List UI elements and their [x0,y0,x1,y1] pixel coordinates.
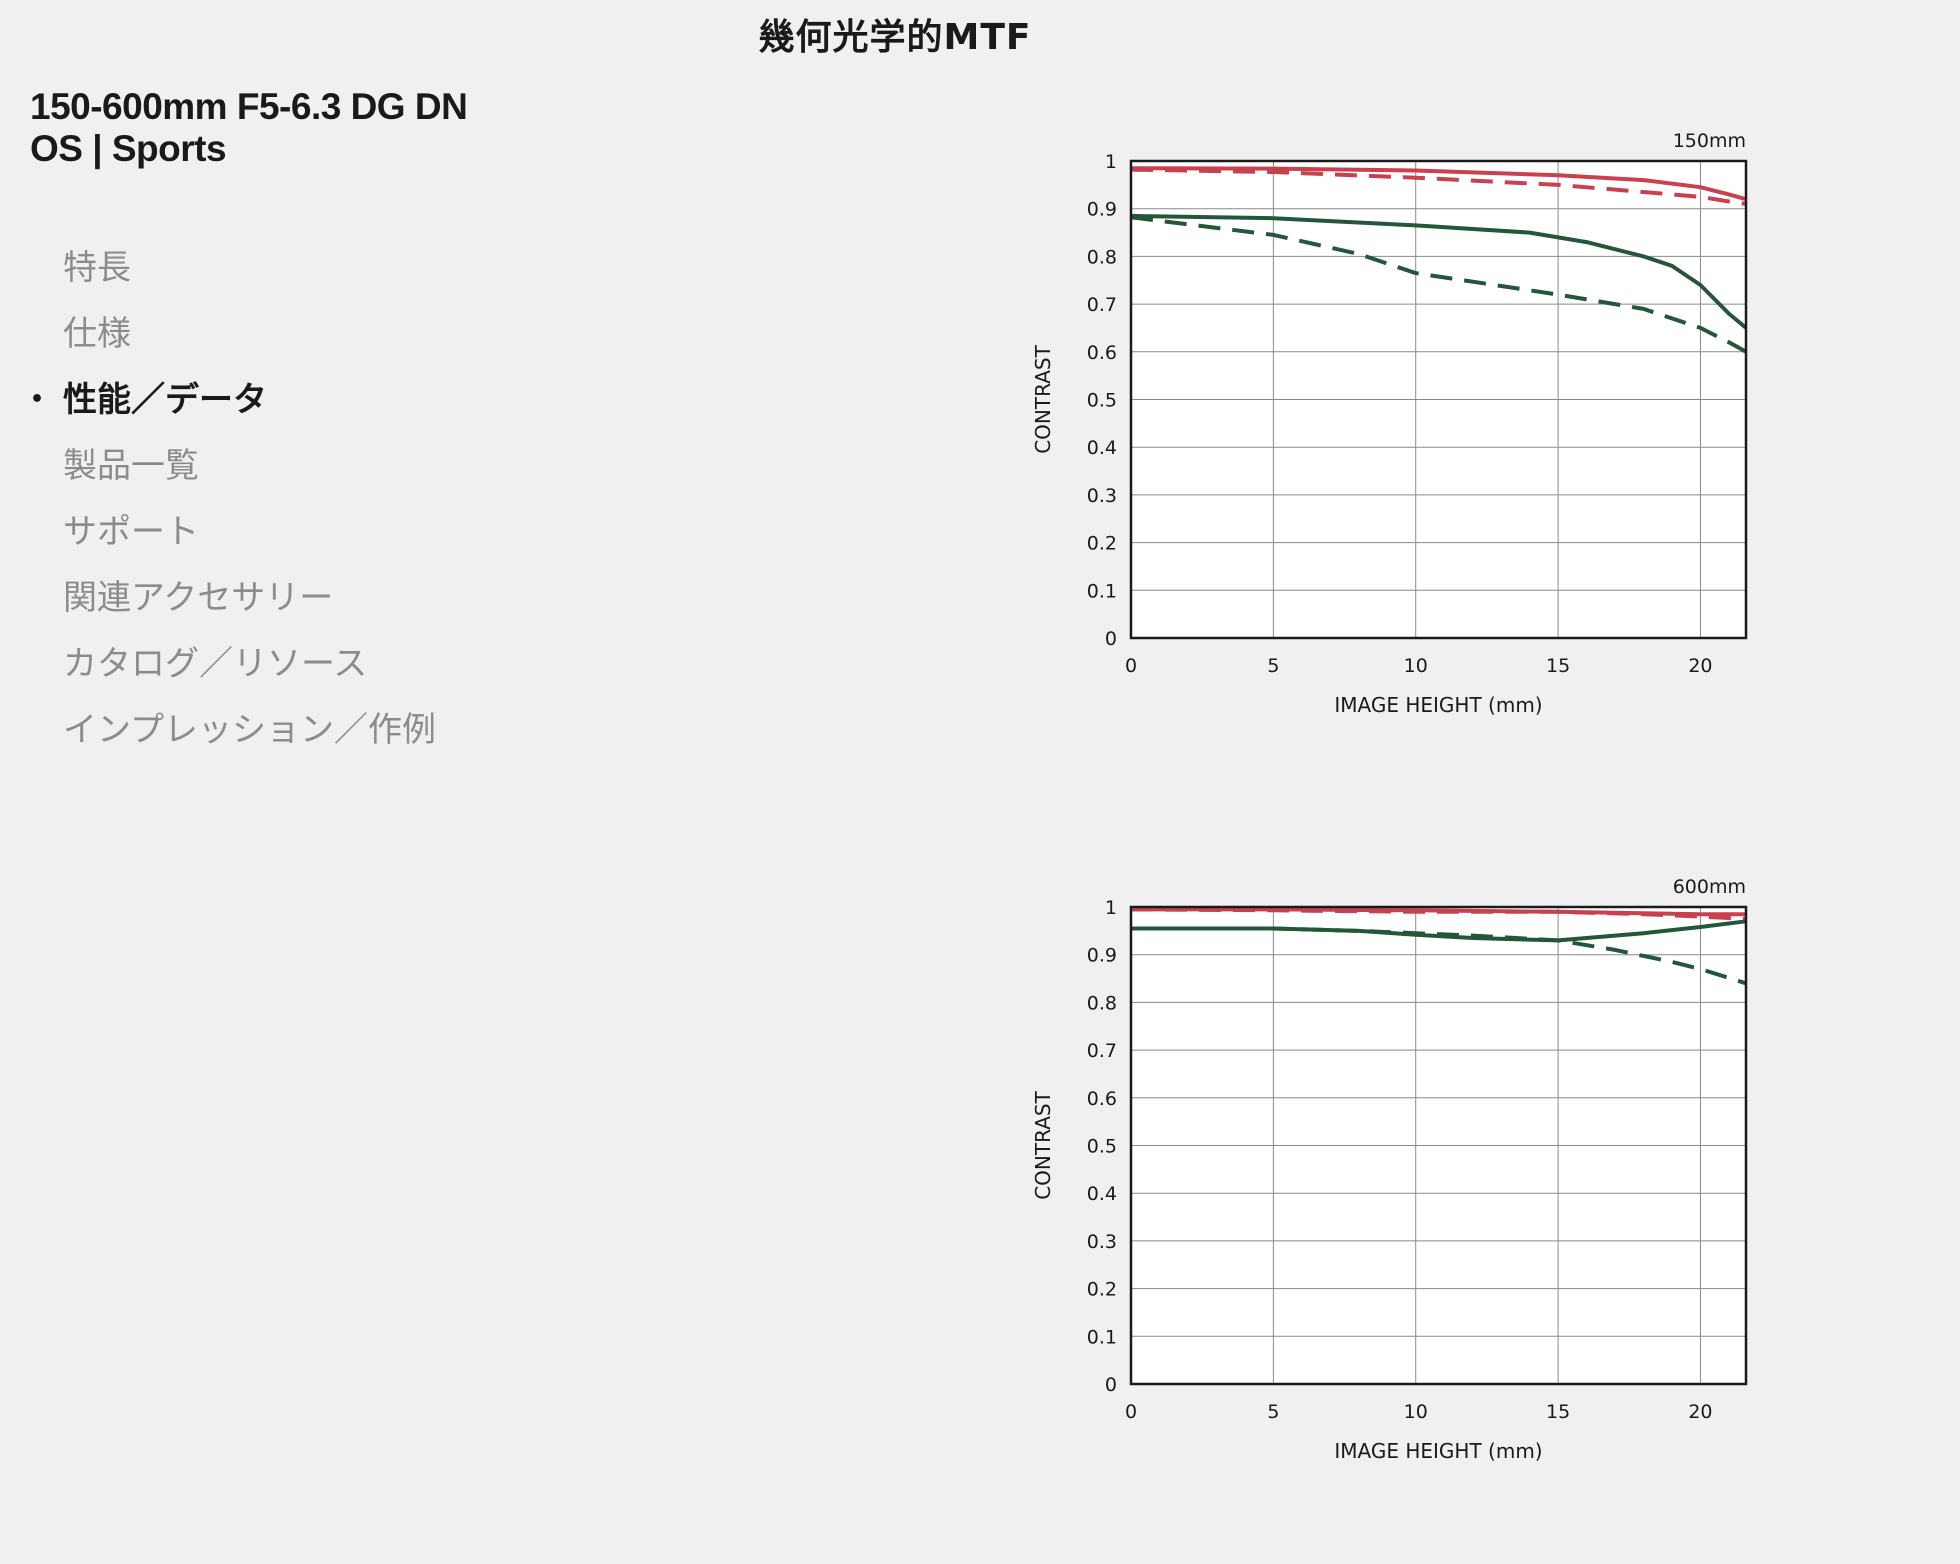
y-tick-label: 0.9 [1087,199,1117,221]
nav-item-product-list[interactable]: 製品一覧 [30,438,436,504]
nav-item-label: 特長 [63,248,131,288]
nav-item-accessories[interactable]: 関連アクセサリー [30,570,436,636]
product-title: 150-600mm F5-6.3 DG DN OS | Sports [30,86,468,170]
y-tick-label: 0.2 [1087,1279,1117,1301]
x-tick-label: 5 [1267,655,1279,677]
x-tick-label: 0 [1125,1401,1137,1423]
product-title-line2: OS | Sports [30,128,227,169]
focal-length-label: 150mm [1673,130,1746,152]
x-tick-label: 5 [1267,1401,1279,1423]
plot-frame [1129,159,1748,640]
series-line-red-dashed [1130,167,1747,206]
mtf-chart-150mm-svg: 00.10.20.30.40.50.60.70.80.910 5 10 15 20150… [1031,130,1748,717]
y-tick-label: 0.6 [1087,342,1117,364]
nav-item-catalog-resources[interactable]: カタログ／リソース [30,636,436,702]
y-tick-label: 0.7 [1087,294,1117,316]
nav-item-label: インプレッション／作例 [63,710,436,750]
nav-item-features[interactable]: 特長 [30,240,436,306]
product-title-line1: 150-600mm F5-6.3 DG DN [30,86,468,127]
nav-item-performance-data[interactable]: • 性能／データ [30,372,436,438]
nav-item-support[interactable]: サポート [30,504,436,570]
mtf-chart-150mm: 0 0.1 0.2 0.3 0.4 0.5 0.6 0.7 0.8 0.9 1 0 5 10 15 20 150… [1020,118,1780,818]
y-tick-label: 0.3 [1087,485,1117,507]
x-tick-label: 15 [1546,1401,1570,1423]
nav-item-specifications[interactable]: 仕様 [30,306,436,372]
y-axis-label: CONTRAST [1031,1090,1055,1199]
y-tick-label: 0.5 [1087,1136,1117,1158]
nav-item-label: 性能／データ [63,380,267,420]
y-tick-label: 0 [1105,1374,1117,1396]
y-tick-label: 0.1 [1087,580,1117,602]
x-tick-label: 15 [1546,655,1570,677]
x-tick-label: 20 [1688,655,1712,677]
mtf-chart-600mm-svg: 00.10.20.30.40.50.60.70.80.910 5 10 15 20600… [1031,876,1748,1463]
series-line-green-dashed [1131,926,1747,986]
y-tick-label: 0.1 [1087,1326,1117,1348]
y-tick-label: 0.4 [1087,1183,1117,1205]
x-axis-label: IMAGE HEIGHT (mm) [1334,1439,1542,1463]
y-tick-label: 0.8 [1087,246,1117,268]
x-tick-label: 20 [1688,1401,1712,1423]
y-tick-label: 0.3 [1087,1231,1117,1253]
y-axis-label: CONTRAST [1031,344,1055,453]
y-tick-label: 0.7 [1087,1040,1117,1062]
nav-item-impressions-samples[interactable]: インプレッション／作例 [30,702,436,768]
y-tick-label: 0 [1105,628,1117,650]
y-tick-label: 0.4 [1087,437,1117,459]
nav-item-label: カタログ／リソース [63,644,368,684]
focal-length-label: 600mm [1673,876,1746,898]
nav-item-label: サポート [63,512,199,552]
page-title: 幾何光学的MTF [758,17,1032,58]
y-tick-label: 1 [1105,151,1117,173]
x-tick-label: 10 [1404,1401,1428,1423]
side-nav: 特長 仕様 • 性能／データ 製品一覧 サポート 関連アクセサリー カタログ／リソ… [30,240,436,768]
series-line-red-dashed [1130,907,1747,921]
y-tick-label: 0.6 [1087,1088,1117,1110]
x-tick-label: 0 [1125,655,1137,677]
y-tick-label: 1 [1105,897,1117,919]
active-bullet: • [30,387,45,412]
mtf-chart-600mm: 0 0.1 0.2 0.3 0.4 0.5 0.6 0.7 0.8 0.9 1 0 5 10 15 20 600… [1020,864,1780,1564]
nav-item-label: 仕様 [63,314,131,354]
x-tick-label: 10 [1404,655,1428,677]
y-tick-label: 0.5 [1087,390,1117,412]
y-tick-label: 0.9 [1087,945,1117,967]
nav-item-label: 関連アクセサリー [63,578,334,618]
plot-frame [1129,905,1748,1386]
series-line-green-solid [1130,213,1748,330]
x-axis-label: IMAGE HEIGHT (mm) [1334,693,1542,717]
y-tick-label: 0.8 [1087,992,1117,1014]
y-tick-label: 0.2 [1087,533,1117,555]
series-line-red-solid [1130,166,1747,202]
series-line-green-dashed [1130,215,1747,354]
nav-item-label: 製品一覧 [63,446,199,486]
